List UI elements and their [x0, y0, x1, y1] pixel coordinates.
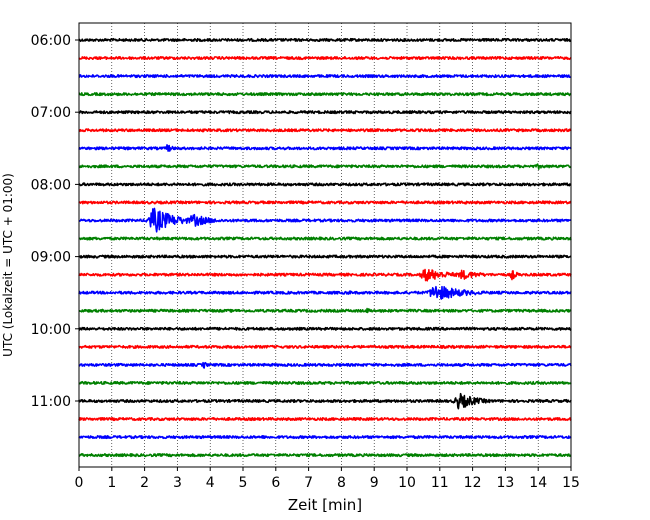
x-tick-label: 8	[337, 475, 346, 491]
trace-line	[78, 416, 572, 422]
x-tick-label: 6	[271, 475, 280, 491]
x-tick-label: 14	[529, 475, 547, 491]
trace-line	[78, 392, 572, 410]
plot-frame	[78, 22, 572, 468]
x-axis-ticks: 0 1 2 3 4 5 6 7 8 9 10 11 12 13 14 15	[75, 467, 580, 491]
trace-line	[78, 380, 572, 386]
x-tick-label: 13	[496, 475, 514, 491]
x-tick-label: 3	[173, 475, 182, 491]
x-tick-label: 2	[140, 475, 149, 491]
trace-line	[78, 200, 572, 205]
x-axis-label: Zeit [min]	[288, 496, 362, 514]
y-tick-label: 09:00	[31, 250, 71, 266]
y-tick-label: 08:00	[31, 177, 71, 193]
x-tick-label: 4	[206, 475, 215, 491]
trace-line	[78, 110, 572, 115]
trace-line	[78, 344, 572, 349]
trace-line	[78, 254, 572, 259]
x-tick-label: 9	[370, 475, 379, 491]
trace-line	[78, 92, 572, 97]
x-tick-label: 5	[239, 475, 248, 491]
trace-line	[78, 74, 572, 79]
x-tick-label: 12	[464, 475, 482, 491]
x-tick-label: 11	[431, 475, 449, 491]
seismic-traces	[78, 37, 572, 458]
trace-line	[78, 285, 572, 300]
x-tick-label: 7	[304, 475, 313, 491]
x-tick-label: 10	[398, 475, 416, 491]
trace-line	[78, 435, 572, 440]
trace-line	[78, 453, 572, 458]
trace-line	[78, 236, 572, 241]
trace-line	[78, 307, 572, 314]
y-tick-label: 11:00	[31, 394, 71, 410]
y-tick-label: 07:00	[31, 105, 71, 121]
trace-line	[78, 326, 572, 331]
trace-line	[78, 144, 572, 152]
x-tick-label: 1	[107, 475, 116, 491]
trace-line	[78, 361, 572, 369]
y-axis-label: UTC (Lokalzeit = UTC + 01:00)	[1, 173, 15, 357]
trace-line	[78, 207, 572, 233]
y-tick-label: 06:00	[31, 33, 71, 49]
trace-line	[78, 128, 572, 133]
y-tick-label: 10:00	[31, 322, 71, 338]
trace-line	[78, 182, 572, 187]
trace-line	[78, 268, 572, 282]
vertical-gridlines	[111, 23, 539, 467]
x-tick-label: 0	[75, 475, 84, 491]
x-tick-label: 15	[562, 475, 580, 491]
trace-line	[78, 163, 572, 170]
trace-line	[78, 55, 572, 61]
trace-line	[78, 37, 572, 43]
y-axis-ticks: 06:00 07:00 08:00 09:00 10:00 11:00	[31, 33, 79, 410]
